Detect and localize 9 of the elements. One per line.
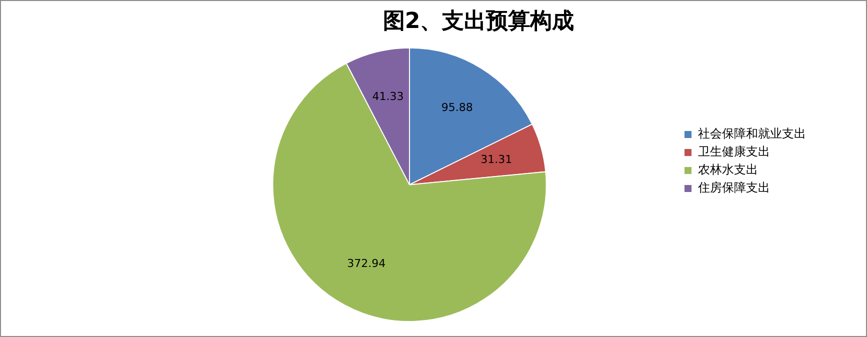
legend-label: 卫生健康支出 [698, 144, 770, 159]
legend-label: 社会保障和就业支出 [698, 126, 806, 141]
data-label: 95.88 [441, 100, 473, 114]
legend-label: 农林水支出 [698, 162, 758, 177]
data-label: 41.33 [372, 90, 404, 103]
data-label: 31.31 [480, 152, 512, 166]
chart-title: 图2、支出预算构成 [382, 8, 574, 34]
legend-label: 住房保障支出 [697, 180, 770, 195]
data-label: 372.94 [347, 256, 386, 270]
